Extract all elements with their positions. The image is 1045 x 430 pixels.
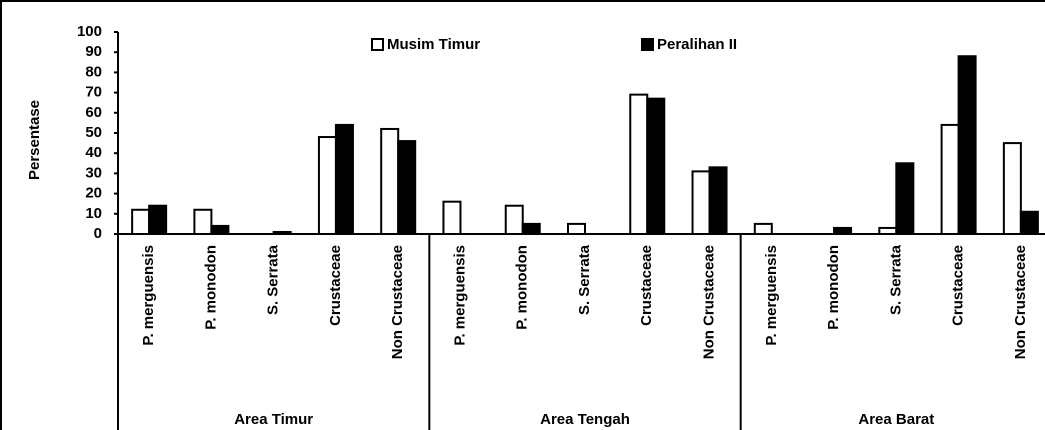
y-tick-label: 30 <box>85 164 102 181</box>
legend-swatch <box>641 38 654 51</box>
x-tick-label: P. monodon <box>825 245 842 330</box>
bar <box>753 222 773 235</box>
bar <box>317 136 337 235</box>
bar <box>708 166 728 235</box>
bar <box>442 200 462 235</box>
bar <box>380 127 400 236</box>
bar <box>957 55 977 235</box>
y-tick-label: 50 <box>85 124 102 141</box>
x-tick-label: P. merguensis <box>140 245 157 346</box>
x-tick-label: Non Crustaceae <box>701 245 718 359</box>
bar <box>646 97 666 235</box>
x-tick-label: S. Serrata <box>265 244 282 315</box>
x-tick-label: P. monodon <box>514 245 531 330</box>
y-tick-label: 100 <box>77 23 102 40</box>
x-tick-label: Non Crustaceae <box>389 245 406 359</box>
x-tick-label: S. Serrata <box>887 244 904 315</box>
x-tick-label: Non Crustaceae <box>1012 245 1029 359</box>
bar <box>193 208 213 235</box>
x-tick-label: Crustaceae <box>638 245 655 326</box>
bar <box>567 222 586 235</box>
bar <box>148 204 168 236</box>
bar <box>397 140 417 235</box>
y-tick-label: 40 <box>85 144 102 161</box>
bar <box>210 224 230 235</box>
x-tick-label: P. monodon <box>202 245 219 330</box>
group-label: Area Timur <box>234 411 313 428</box>
bar <box>629 93 649 236</box>
y-tick-label: 80 <box>85 63 102 80</box>
bar <box>1019 210 1039 235</box>
bar <box>272 230 292 235</box>
bar <box>878 226 898 236</box>
y-tick-label: 0 <box>94 225 102 242</box>
bar <box>131 208 151 235</box>
legend-swatch <box>371 38 384 51</box>
x-tick-label: P. merguensis <box>763 245 780 346</box>
bar <box>334 123 354 235</box>
legend-label: Peralihan II <box>657 36 737 53</box>
y-tick-label: 70 <box>85 84 102 101</box>
bar <box>940 123 960 235</box>
group-label: Area Tengah <box>540 411 630 428</box>
bar <box>1002 142 1022 236</box>
bar <box>521 222 541 235</box>
y-tick-label: 20 <box>85 185 102 202</box>
group-label: Area Barat <box>858 411 934 428</box>
x-tick-label: Crustaceae <box>950 245 967 326</box>
y-tick-label: 10 <box>85 205 102 222</box>
y-tick-label: 60 <box>85 104 102 121</box>
bar <box>833 226 853 236</box>
legend-label: Musim Timur <box>387 36 480 53</box>
bar <box>895 162 915 235</box>
y-tick-label: 90 <box>85 43 102 60</box>
y-axis-title: Persentase <box>26 100 43 180</box>
bar <box>504 204 524 236</box>
x-tick-label: P. merguensis <box>451 245 468 346</box>
bar <box>691 170 711 236</box>
x-tick-label: Crustaceae <box>327 245 344 326</box>
x-tick-label: S. Serrata <box>576 244 593 315</box>
